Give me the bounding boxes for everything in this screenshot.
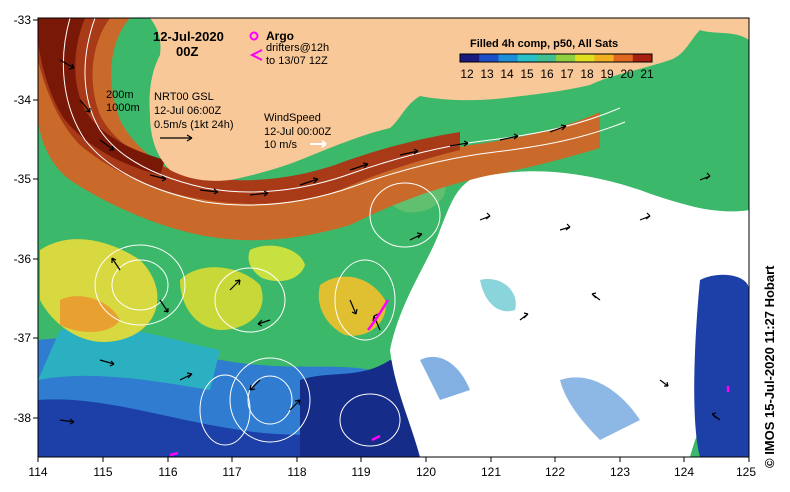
colorbar-ticks: 12 13 14 15 16 17 18 19 20 21 — [460, 67, 654, 81]
drifters-label-line2: to 13/07 12Z — [266, 55, 328, 67]
colorbar-tick: 15 — [520, 67, 534, 81]
colorbar — [459, 53, 653, 63]
x-tick-label: 114 — [28, 465, 47, 479]
wind-scale-arrow-icon — [310, 140, 327, 148]
y-tick-label: -38 — [14, 411, 32, 425]
current-vectors — [59, 59, 721, 425]
wind-label-line3: 10 m/s — [264, 139, 298, 151]
bathymetry-contours — [62, 18, 626, 447]
x-tick-labels: 114 115 116 117 118 119 120 121 122 123 … — [28, 465, 756, 479]
map-time: 00Z — [176, 44, 198, 59]
y-tick-label: -34 — [14, 93, 32, 107]
y-axis — [33, 19, 38, 419]
colorbar-title: Filled 4h comp, p50, All Sats — [470, 38, 618, 50]
colorbar-swatch — [613, 54, 634, 62]
colorbar-swatch — [517, 54, 538, 62]
colorbar-swatch — [594, 54, 615, 62]
colorbar-tick: 18 — [580, 67, 594, 81]
drifter-tracks — [169, 299, 730, 457]
drifters-label-line1: drifters@12h — [266, 42, 329, 54]
colorbar-tick: 21 — [640, 67, 654, 81]
colorbar-swatch — [575, 54, 595, 62]
contour-200m-label: 200m — [106, 89, 134, 101]
cloud-gap — [390, 171, 749, 457]
colorbar-tick: 16 — [540, 67, 554, 81]
x-tick-label: 122 — [545, 465, 565, 479]
colorbar-tick: 19 — [600, 67, 614, 81]
drifter-marker-icon — [249, 49, 263, 61]
y-tick-label: -37 — [14, 331, 32, 345]
y-tick-label: -33 — [14, 13, 32, 27]
colorbar-tick: 17 — [560, 67, 574, 81]
wind-label-line1: WindSpeed — [264, 112, 321, 124]
x-tick-label: 125 — [736, 465, 756, 479]
x-axis — [37, 457, 750, 462]
colorbar-swatch — [632, 54, 653, 62]
x-tick-label: 123 — [610, 465, 630, 479]
colorbar-frame — [459, 53, 653, 63]
colorbar-tick: 13 — [480, 67, 494, 81]
copyright-credit: © IMOS 15-Jul-2020 11:27 Hobart — [762, 265, 777, 469]
contour-1000m-label: 1000m — [106, 102, 140, 114]
colorbar-swatch — [498, 54, 519, 62]
x-tick-label: 119 — [351, 465, 370, 479]
argo-label: Argo — [266, 29, 294, 43]
y-tick-labels: -33 -34 -35 -36 -37 -38 — [14, 13, 32, 425]
colorbar-tick: 14 — [500, 67, 514, 81]
argo-marker-icon — [249, 31, 259, 41]
colorbar-swatch — [536, 54, 557, 62]
y-tick-label: -35 — [14, 172, 32, 186]
colorbar-tick: 12 — [460, 67, 474, 81]
colorbar-swatch — [460, 54, 480, 62]
gsl-label-line3: 0.5m/s (1kt 24h) — [154, 119, 233, 131]
map-date: 12-Jul-2020 — [153, 29, 224, 44]
gsl-label-line1: NRT00 GSL — [154, 91, 214, 103]
gsl-label-line2: 12-Jul 06:00Z — [154, 105, 222, 117]
x-tick-label: 120 — [416, 465, 436, 479]
x-tick-label: 124 — [674, 465, 694, 479]
wind-label-line2: 12-Jul 00:00Z — [264, 126, 332, 138]
gsl-scale-arrow-icon — [160, 134, 193, 142]
x-tick-label: 115 — [93, 465, 112, 479]
x-tick-label: 118 — [287, 465, 306, 479]
plot-frame — [37, 17, 750, 458]
map-area — [38, 18, 749, 457]
x-tick-label: 116 — [158, 465, 177, 479]
colorbar-swatch — [556, 54, 576, 62]
colorbar-tick: 20 — [620, 67, 634, 81]
x-tick-label: 121 — [481, 465, 501, 479]
y-tick-label: -36 — [14, 252, 32, 266]
colorbar-swatch — [479, 54, 499, 62]
x-tick-label: 117 — [222, 465, 241, 479]
